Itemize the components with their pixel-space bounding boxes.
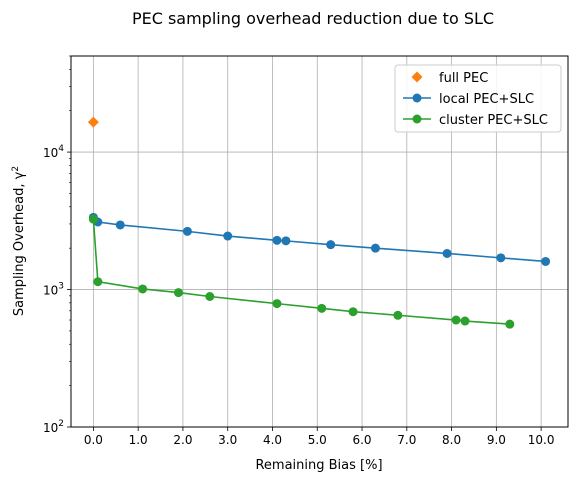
legend-label-local-pec-slc: local PEC+SLC bbox=[439, 92, 534, 107]
data-point-local-pec-slc bbox=[326, 240, 336, 250]
x-tick-label: 2.0 bbox=[173, 433, 192, 447]
data-point-cluster-pec-slc bbox=[348, 307, 358, 317]
legend-marker-cluster-pec-slc bbox=[412, 114, 422, 124]
x-tick-label: 1.0 bbox=[129, 433, 148, 447]
legend-box bbox=[394, 64, 562, 133]
x-tick-label: 3.0 bbox=[218, 433, 237, 447]
data-point-local-pec-slc bbox=[223, 231, 233, 241]
legend-marker-full-pec bbox=[411, 71, 423, 83]
data-point-cluster-pec-slc bbox=[460, 316, 470, 326]
data-point-cluster-pec-slc bbox=[88, 214, 98, 224]
data-point-full-pec bbox=[87, 116, 99, 128]
data-point-cluster-pec-slc bbox=[393, 310, 403, 320]
data-point-cluster-pec-slc bbox=[205, 291, 215, 301]
data-point-local-pec-slc bbox=[272, 235, 282, 245]
data-point-cluster-pec-slc bbox=[138, 284, 148, 294]
data-point-local-pec-slc bbox=[182, 226, 192, 236]
legend-entry-local-pec-slc: local PEC+SLC bbox=[403, 92, 534, 107]
data-point-cluster-pec-slc bbox=[317, 303, 327, 313]
data-point-cluster-pec-slc bbox=[272, 299, 282, 309]
x-axis-label: Remaining Bias [%] bbox=[255, 458, 382, 473]
x-tick-label: 6.0 bbox=[352, 433, 371, 447]
y-axis-label-exp: 2 bbox=[11, 166, 21, 172]
x-tick-label: 10.0 bbox=[528, 433, 555, 447]
data-point-cluster-pec-slc bbox=[173, 288, 183, 298]
y-tick-label-base: 10 bbox=[43, 284, 58, 298]
series-cluster-pec-slc bbox=[88, 214, 515, 329]
y-tick-label-exp: 2 bbox=[58, 419, 64, 429]
x-tick-label: 8.0 bbox=[442, 433, 461, 447]
y-tick-label-base: 10 bbox=[43, 421, 58, 435]
x-tick-label: 0.0 bbox=[84, 433, 103, 447]
ticks-layer: 0.0 1.0 2.0 3.0 4.0 5.0 6.0 7.0 8.0 9.0 10.0102103… bbox=[43, 55, 555, 447]
y-tick-label: 102 bbox=[43, 419, 64, 435]
data-point-cluster-pec-slc bbox=[93, 277, 103, 287]
data-point-cluster-pec-slc bbox=[451, 315, 461, 325]
legend-label-cluster-pec-slc: cluster PEC+SLC bbox=[439, 113, 548, 128]
legend-marker-local-pec-slc bbox=[412, 93, 422, 103]
data-point-cluster-pec-slc bbox=[505, 319, 515, 329]
y-axis-label: Sampling Overhead, γ2 bbox=[11, 166, 27, 316]
data-point-local-pec-slc bbox=[541, 256, 551, 266]
legend: full PEC local PEC+SLC cluster PEC+SLC bbox=[394, 64, 562, 133]
y-axis-label-main: Sampling Overhead, γ bbox=[12, 171, 27, 316]
series-layer bbox=[87, 116, 551, 329]
legend-entry-full-pec: full PEC bbox=[411, 71, 488, 86]
series-full-pec bbox=[87, 116, 99, 128]
data-point-local-pec-slc bbox=[370, 243, 380, 253]
y-tick-label-base: 10 bbox=[43, 146, 58, 160]
plot-frame bbox=[70, 55, 569, 428]
data-point-local-pec-slc bbox=[496, 253, 506, 263]
legend-entry-cluster-pec-slc: cluster PEC+SLC bbox=[403, 113, 548, 128]
y-tick-label: 103 bbox=[43, 282, 64, 298]
x-tick-label: 9.0 bbox=[487, 433, 506, 447]
data-point-local-pec-slc bbox=[281, 236, 291, 246]
data-point-local-pec-slc bbox=[115, 220, 125, 230]
y-tick-label: 104 bbox=[43, 144, 64, 160]
data-point-local-pec-slc bbox=[442, 248, 452, 258]
x-tick-label: 5.0 bbox=[308, 433, 327, 447]
y-tick-label-exp: 4 bbox=[58, 144, 64, 154]
x-tick-label: 4.0 bbox=[263, 433, 282, 447]
chart-title: PEC sampling overhead reduction due to S… bbox=[132, 9, 494, 28]
legend-label-full-pec: full PEC bbox=[439, 71, 488, 86]
y-tick-label-exp: 3 bbox=[58, 282, 64, 292]
x-tick-label: 7.0 bbox=[397, 433, 416, 447]
